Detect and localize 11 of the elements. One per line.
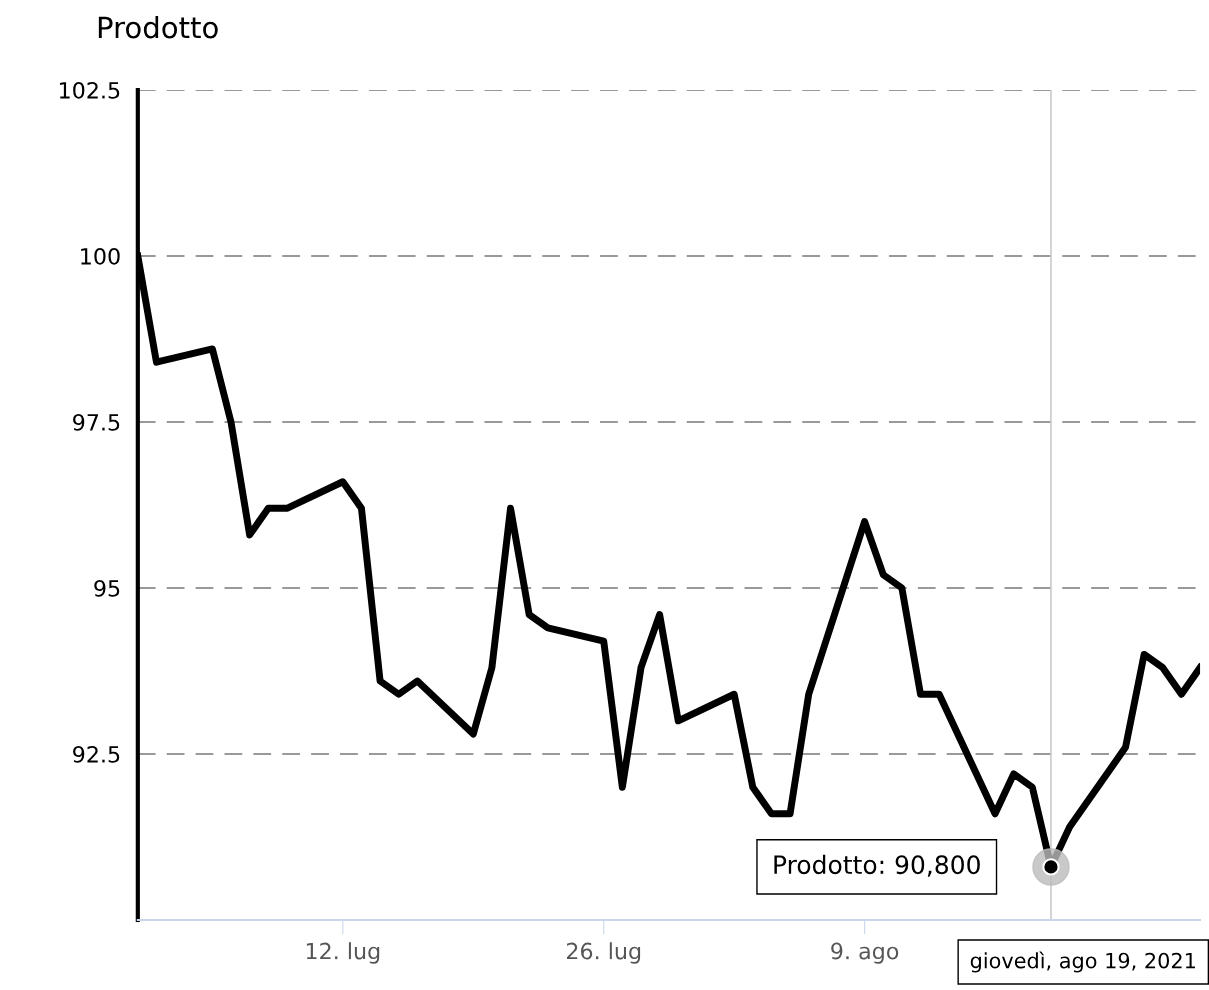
x-tick-label: 12. lug — [306, 942, 380, 964]
y-tick-label: 95 — [94, 579, 120, 597]
y-tick-label: 97.5 — [73, 413, 120, 431]
x-tick-label: 9. ago — [831, 942, 899, 964]
y-tick-label: 102.5 — [59, 81, 120, 99]
y-tick-label: 100 — [81, 247, 120, 265]
x-tick-label: 26. lug — [566, 942, 641, 964]
annotation: Prodotto: 90,800 — [774, 854, 980, 877]
y-tick-label: 92.5 — [73, 745, 120, 763]
chart-title: Prodotto — [98, 15, 218, 39]
text: giovedì, ago 19, 2021 — [970, 951, 1195, 973]
